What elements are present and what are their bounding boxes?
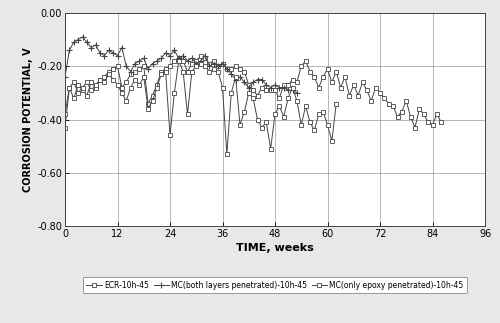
MC(only epoxy penetrated)-10h-45 bbox=[333, 101, 339, 105]
MC(only epoxy penetrated)-10h-45 bbox=[329, 139, 335, 143]
MC(both layers penetrated)-10h-45 bbox=[62, 75, 68, 79]
MC(both layers penetrated)-10h-45 bbox=[80, 35, 86, 39]
ECR-10h-45 bbox=[123, 80, 129, 84]
Line: MC(both layers penetrated)-10h-45: MC(both layers penetrated)-10h-45 bbox=[62, 34, 300, 96]
MC(both layers penetrated)-10h-45 bbox=[106, 48, 112, 52]
MC(only epoxy penetrated)-10h-45 bbox=[62, 112, 68, 116]
MC(only epoxy penetrated)-10h-45 bbox=[224, 152, 230, 156]
MC(both layers penetrated)-10h-45 bbox=[202, 54, 208, 57]
Legend: ECR-10h-45, MC(both layers penetrated)-10h-45, MC(only epoxy penetrated)-10h-45: ECR-10h-45, MC(both layers penetrated)-1… bbox=[82, 277, 468, 294]
MC(only epoxy penetrated)-10h-45 bbox=[202, 64, 208, 68]
ECR-10h-45 bbox=[438, 120, 444, 124]
Line: MC(only epoxy penetrated)-10h-45: MC(only epoxy penetrated)-10h-45 bbox=[63, 59, 338, 156]
MC(both layers penetrated)-10h-45 bbox=[206, 64, 212, 68]
MC(only epoxy penetrated)-10h-45 bbox=[193, 64, 199, 68]
ECR-10h-45 bbox=[224, 67, 230, 71]
ECR-10h-45 bbox=[372, 86, 378, 89]
MC(both layers penetrated)-10h-45 bbox=[193, 62, 199, 66]
ECR-10h-45 bbox=[198, 54, 203, 57]
ECR-10h-45 bbox=[145, 101, 151, 105]
MC(both layers penetrated)-10h-45 bbox=[154, 59, 160, 63]
MC(both layers penetrated)-10h-45 bbox=[224, 67, 230, 71]
MC(only epoxy penetrated)-10h-45 bbox=[136, 83, 142, 87]
MC(only epoxy penetrated)-10h-45 bbox=[145, 107, 151, 111]
MC(only epoxy penetrated)-10h-45 bbox=[176, 59, 182, 63]
MC(only epoxy penetrated)-10h-45 bbox=[259, 126, 265, 130]
ECR-10h-45 bbox=[254, 94, 260, 98]
MC(both layers penetrated)-10h-45 bbox=[294, 91, 300, 95]
X-axis label: TIME, weeks: TIME, weeks bbox=[236, 243, 314, 253]
Y-axis label: CORROSION POTENTIAL, V: CORROSION POTENTIAL, V bbox=[23, 47, 33, 192]
ECR-10h-45 bbox=[172, 59, 177, 63]
Line: ECR-10h-45: ECR-10h-45 bbox=[63, 54, 444, 130]
ECR-10h-45 bbox=[62, 126, 68, 130]
